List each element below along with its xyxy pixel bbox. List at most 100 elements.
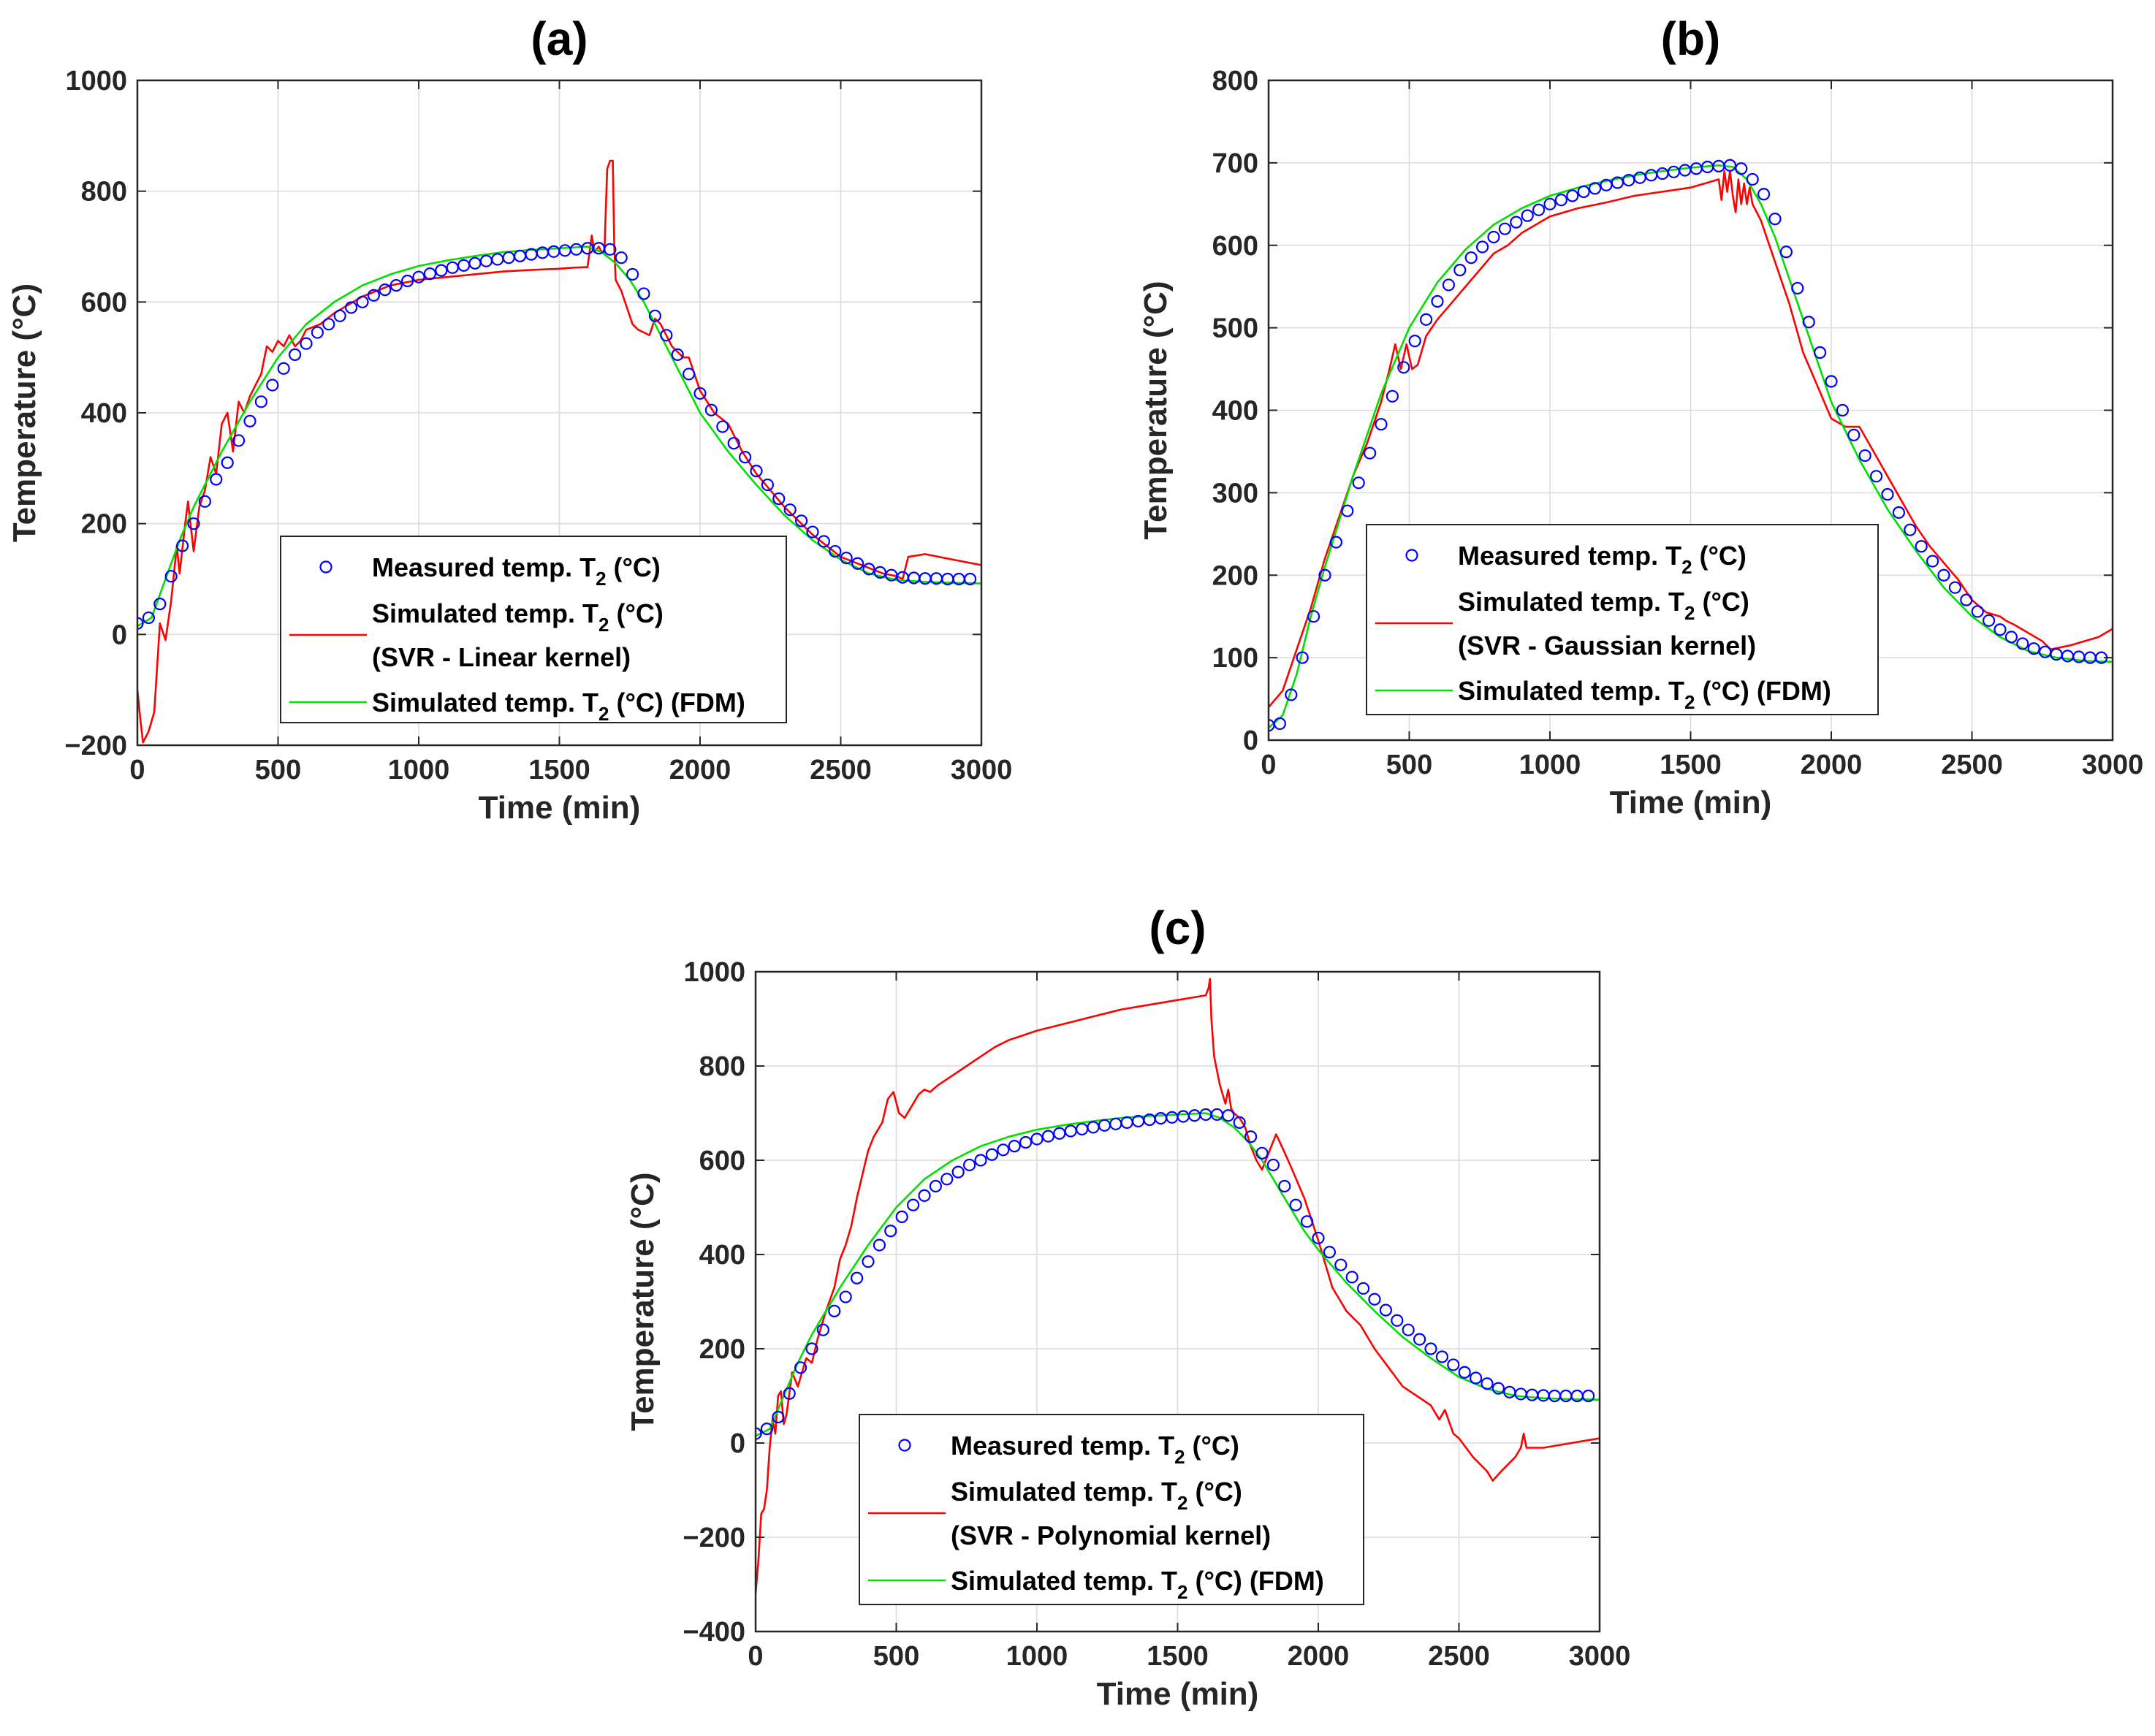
measured-point xyxy=(1858,449,1871,462)
y-tick-label: 600 xyxy=(81,287,127,318)
x-tick-label: 1000 xyxy=(388,755,450,785)
measured-point xyxy=(1255,1146,1269,1160)
measured-point xyxy=(1244,1130,1258,1143)
legend-box xyxy=(1366,524,1879,715)
measured-point xyxy=(1222,1109,1235,1122)
measured-point xyxy=(873,1238,886,1252)
measured-point xyxy=(693,387,707,400)
measured-point xyxy=(974,1154,987,1167)
measured-point xyxy=(840,552,853,565)
measured-point xyxy=(1424,1342,1437,1355)
legend-a: Measured temp. T2 (°C) Simulated temp. T2… xyxy=(280,536,787,725)
measured-point xyxy=(1475,240,1489,254)
panel-title-a: (a) xyxy=(531,12,588,65)
y-tick-label: 0 xyxy=(730,1428,745,1459)
measured-point xyxy=(1937,568,1950,582)
measured-point xyxy=(1419,313,1433,326)
measured-point xyxy=(389,278,403,292)
measured-point xyxy=(379,283,392,297)
measured-point xyxy=(1233,1116,1246,1130)
measured-point xyxy=(1278,1179,1291,1193)
measured-point xyxy=(1408,335,1421,348)
legend-entry-label: Simulated temp. T2 (°C) (FDM) xyxy=(951,1566,1324,1603)
fdm-series-line xyxy=(756,1112,1600,1437)
measured-point xyxy=(1814,346,1827,359)
measured-point xyxy=(1757,188,1771,201)
measured-point xyxy=(345,301,358,314)
svr-series-line xyxy=(1269,170,2113,708)
x-tick-label: 1500 xyxy=(1660,750,1722,780)
measured-point xyxy=(895,1210,908,1224)
measured-point xyxy=(997,1143,1010,1157)
measured-point xyxy=(951,1165,965,1179)
measured-point xyxy=(1307,610,1320,623)
measured-point xyxy=(1300,1215,1314,1228)
legend-entry-label: Measured temp. T2 (°C) xyxy=(951,1431,1239,1468)
measured-point xyxy=(1521,209,1534,222)
measured-point xyxy=(1543,197,1557,210)
y-tick-label: 800 xyxy=(1212,66,1258,96)
measured-point xyxy=(1577,185,1590,198)
measured-point xyxy=(322,318,335,331)
measured-point xyxy=(1375,418,1388,431)
x-tick-label: 500 xyxy=(255,755,301,785)
measured-point xyxy=(716,420,729,433)
measured-point xyxy=(637,287,650,300)
measured-point xyxy=(850,1271,864,1284)
y-tick-label: 800 xyxy=(699,1051,745,1082)
measured-point xyxy=(1386,389,1399,403)
x-tick-label: 500 xyxy=(873,1641,919,1672)
x-tick-label: 1000 xyxy=(1006,1641,1068,1672)
x-tick-label: 2000 xyxy=(669,755,731,785)
x-tick-label: 2000 xyxy=(1801,750,1863,780)
measured-point xyxy=(626,267,639,281)
measured-point xyxy=(772,492,786,506)
measured-point xyxy=(1329,536,1343,549)
panel-b: (b) 0 500 1000 1500 2000 2500 3000 0 100 200 300 40… xyxy=(1138,12,2143,821)
legend-marker-icon xyxy=(898,1439,911,1452)
measured-point xyxy=(1008,1140,1021,1153)
legend-marker-icon xyxy=(1405,549,1418,562)
y-tick-label: 200 xyxy=(699,1334,745,1365)
measured-point xyxy=(1030,1132,1044,1146)
measured-point xyxy=(221,456,234,469)
y-tick-label: 600 xyxy=(699,1146,745,1176)
measured-point xyxy=(682,368,696,381)
x-tick-label: 500 xyxy=(1386,750,1432,780)
measured-point xyxy=(1019,1135,1033,1149)
legend-b: Measured temp. T2 (°C) Simulated temp. T2… xyxy=(1366,524,1879,715)
measured-point xyxy=(772,1410,785,1424)
measured-point xyxy=(1802,316,1815,329)
measured-point xyxy=(1510,216,1523,229)
measured-point xyxy=(1983,614,1996,627)
measured-point xyxy=(1791,281,1804,295)
measured-point xyxy=(300,337,313,350)
measured-point xyxy=(806,525,819,538)
measured-point xyxy=(604,243,617,256)
measured-point xyxy=(153,598,167,611)
measured-point xyxy=(750,465,763,478)
svr-series-line xyxy=(756,978,1600,1594)
y-axis-label-a: Temperature (°C) xyxy=(7,283,42,542)
y-tick-label: 400 xyxy=(699,1240,745,1271)
x-tick-label: 3000 xyxy=(951,755,1013,785)
y-tick-label: 200 xyxy=(1212,560,1258,591)
legend-box xyxy=(280,536,787,723)
measured-point xyxy=(660,329,673,342)
measured-point xyxy=(794,514,808,528)
measured-point xyxy=(1442,278,1456,292)
panel-title-b: (b) xyxy=(1661,12,1721,65)
measured-point xyxy=(1266,1158,1280,1172)
fdm-series-line xyxy=(1269,164,2113,729)
legend-c: Measured temp. T2 (°C) Simulated temp. T2… xyxy=(859,1414,1364,1605)
y-tick-label: 1000 xyxy=(65,66,127,96)
x-tick-label: 3000 xyxy=(1569,1641,1631,1672)
legend-entry-label: Simulated temp. T2 (°C) xyxy=(951,1477,1242,1514)
measured-point xyxy=(356,295,369,308)
measured-point xyxy=(1458,1366,1471,1379)
legend-entry-label: Simulated temp. T2 (°C) xyxy=(1458,587,1749,624)
y-tick-label: 1000 xyxy=(683,957,745,988)
x-axis-label-c: Time (min) xyxy=(1097,1676,1259,1712)
measured-point xyxy=(1397,361,1410,374)
